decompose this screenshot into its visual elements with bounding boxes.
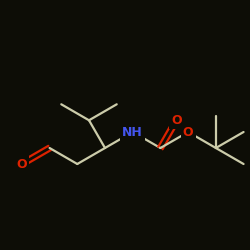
Text: O: O bbox=[183, 126, 194, 138]
Text: NH: NH bbox=[122, 126, 143, 138]
Text: O: O bbox=[16, 158, 27, 170]
Text: O: O bbox=[171, 114, 182, 127]
